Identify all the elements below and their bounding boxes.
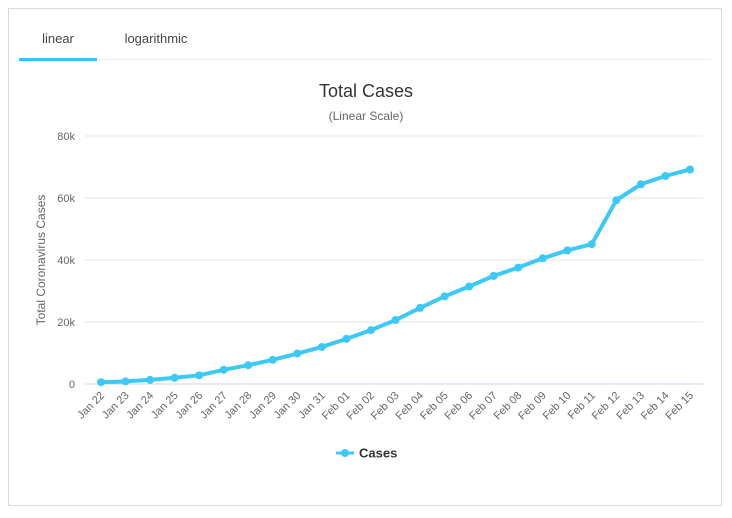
grid-lines [85,135,703,385]
data-point [219,365,228,374]
data-point [293,349,302,358]
data-point [440,292,449,301]
data-point [97,378,105,387]
x-tick-label: Feb 15 [663,390,696,423]
tab-logarithmic[interactable]: logarithmic [111,9,201,59]
data-point [612,196,621,205]
data-point [317,342,326,351]
data-point [342,334,351,343]
chart-container: linear logarithmic [8,8,722,506]
chart-title: Total Cases [319,81,413,101]
legend[interactable]: Cases [336,446,397,461]
legend-label-cases: Cases [359,446,397,461]
data-point [195,371,204,380]
y-tick-label: 0 [69,379,75,391]
y-tick-label: 40k [57,255,75,267]
y-tick-label: 80k [57,131,75,143]
y-axis-label: Total Coronavirus Cases [34,195,48,326]
data-point [366,326,375,335]
x-tick-label: Feb 10 [541,390,574,423]
tab-linear[interactable]: linear [19,9,97,61]
series-line [99,167,692,385]
data-point [489,271,498,280]
data-point [465,282,474,291]
data-point [244,361,253,370]
data-point [636,180,645,189]
tab-logarithmic-label: logarithmic [124,31,188,46]
data-point [661,171,670,180]
data-point [146,375,155,384]
data-point [587,240,596,249]
data-point [170,373,179,382]
data-point [416,303,425,312]
active-tab-indicator [19,58,97,61]
data-point [514,263,523,272]
legend-marker [341,449,349,457]
data-point [563,246,572,255]
series-cases [97,165,694,387]
scale-tabs: linear logarithmic [19,9,711,61]
y-tick-label: 60k [57,193,75,205]
data-point [268,355,277,364]
y-axis-ticks: 0 20k 40k 60k 80k [57,131,75,391]
y-tick-label: 20k [57,317,75,329]
chart-subtitle: (Linear Scale) [329,109,404,123]
data-point [391,316,400,325]
data-point [538,254,547,263]
data-point [121,377,130,386]
data-point [686,165,694,174]
tab-linear-label: linear [42,31,74,46]
